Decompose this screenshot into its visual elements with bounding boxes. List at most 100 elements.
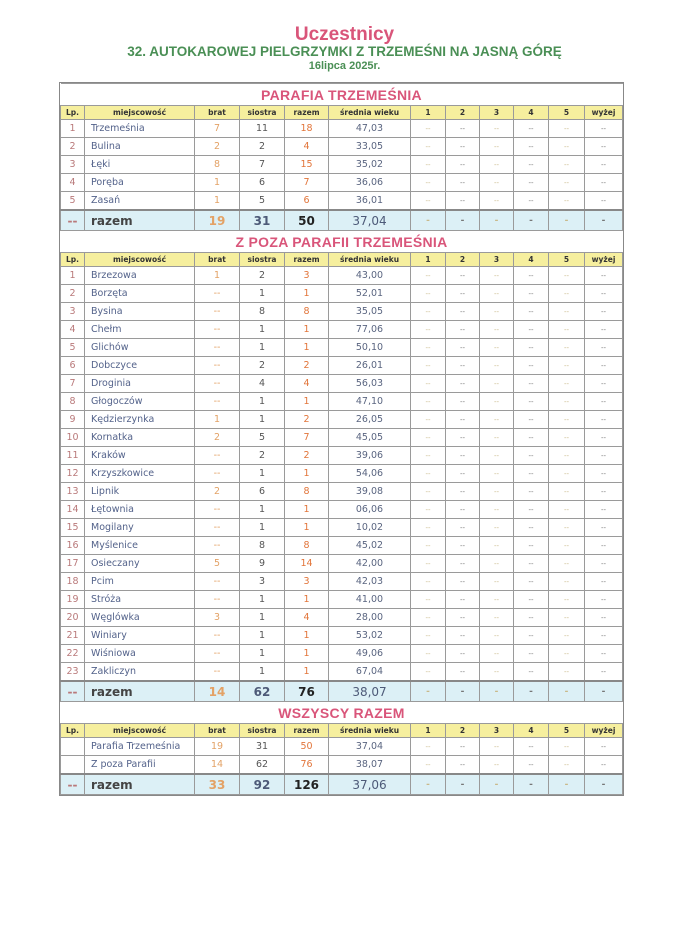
cell-avg: 47,03 [328,119,411,138]
cell-age-group: -- [479,482,514,501]
cell-avg: 53,02 [328,626,411,645]
cell-age-group: -- [584,320,623,339]
cell-age-group: -- [548,464,585,483]
table-row: 4 Chełm -- 1 1 77,06 -- -- -- -- -- -- [60,320,623,339]
column-header: średnia wieku [328,723,411,738]
cell-town: Brzezowa [84,266,195,285]
cell-town: Kornatka [84,428,195,447]
cell-age-group: -- [513,518,549,537]
cell-avg: 38,07 [328,755,411,775]
cell-lp: 9 [60,410,85,429]
cell-age-group: -- [548,554,585,573]
cell-age-group: -- [479,662,514,682]
cell-age-group: - [410,773,446,795]
cell-age-group: -- [513,464,549,483]
total-row: -- razem 14 62 76 38,07- - - - - - [60,680,623,702]
cell-brat: 8 [194,155,240,174]
cell-age-group: -- [445,191,480,211]
column-header: siostra [239,105,285,120]
cell-lp: 11 [60,446,85,465]
cell-age-group: -- [445,662,480,682]
column-header: 2 [445,105,480,120]
cell-age-group: -- [410,410,446,429]
cell-razem: 3 [284,572,329,591]
table-row: 9 Kędzierzynka 1 1 2 26,05 -- -- -- -- -- -- [60,410,623,429]
cell-razem: 50 [284,737,329,756]
cell-avg: 26,05 [328,410,411,429]
column-header: 5 [548,252,585,267]
cell-lp: 8 [60,392,85,411]
column-header-row: Lp. miejscowość brat siostra razem średnia wi… [60,252,623,267]
cell-brat: -- [194,464,240,483]
cell-age-group: -- [410,428,446,447]
cell-razem: 14 [284,554,329,573]
table-row: 3 Bysina -- 8 8 35,05 -- -- -- -- -- -- [60,302,623,321]
cell-town: Krzyszkowice [84,464,195,483]
cell-razem: 1 [284,500,329,519]
section-header-row: Z POZA PARAFII TRZEMEŚNIA [60,230,623,253]
cell-brat: -- [194,572,240,591]
cell-age-group: -- [479,173,514,192]
cell-age-group: -- [479,119,514,138]
cell-age-group: -- [445,644,480,663]
cell-brat: -- [194,302,240,321]
cell-lp: -- [60,773,85,795]
cell-lp: 20 [60,608,85,627]
cell-town: Poręba [84,173,195,192]
cell-age-group: -- [479,392,514,411]
cell-razem: 1 [284,464,329,483]
table-row: 4 Poręba 1 6 7 36,06 -- -- -- -- -- -- [60,173,623,192]
cell-age-group: -- [410,266,446,285]
column-header: brat [194,252,240,267]
cell-age-group: - [513,773,549,795]
cell-razem: 126 [284,773,329,795]
cell-town: Lipnik [84,482,195,501]
cell-avg: 35,05 [328,302,411,321]
cell-lp [60,737,85,756]
cell-avg: 77,06 [328,320,411,339]
cell-razem: 2 [284,446,329,465]
cell-age-group: -- [513,536,549,555]
cell-age-group: -- [513,572,549,591]
cell-brat: -- [194,644,240,663]
cell-razem: 1 [284,338,329,357]
cell-town: Kraków [84,446,195,465]
cell-age-group: -- [445,518,480,537]
section-header-row: PARAFIA TRZEMEŚNIA [60,83,623,106]
table-row: 15 Mogilany -- 1 1 10,02 -- -- -- -- -- -- [60,518,623,537]
column-header: Lp. [60,105,85,120]
cell-age-group: -- [479,266,514,285]
cell-age-group: -- [410,173,446,192]
cell-age-group: -- [445,155,480,174]
cell-town: razem [84,773,195,795]
cell-avg: 33,05 [328,137,411,156]
cell-age-group: -- [445,572,480,591]
cell-age-group: -- [584,338,623,357]
cell-age-group: -- [548,302,585,321]
cell-avg: 47,10 [328,392,411,411]
cell-avg: 52,01 [328,284,411,303]
cell-brat: 1 [194,173,240,192]
cell-razem: 1 [284,320,329,339]
cell-age-group: -- [445,137,480,156]
cell-age-group: -- [479,737,514,756]
cell-age-group: -- [410,464,446,483]
cell-town: razem [84,209,195,231]
cell-age-group: -- [445,446,480,465]
cell-age-group: -- [410,392,446,411]
cell-age-group: -- [445,173,480,192]
cell-brat: 1 [194,191,240,211]
cell-age-group: -- [584,500,623,519]
cell-age-group: -- [584,608,623,627]
cell-lp: 6 [60,356,85,375]
cell-age-group: - [479,209,514,231]
cell-age-group: -- [513,392,549,411]
cell-avg: 43,00 [328,266,411,285]
cell-siostra: 2 [239,266,285,285]
cell-razem: 15 [284,155,329,174]
cell-brat: 2 [194,428,240,447]
table-row: 22 Wiśniowa -- 1 1 49,06 -- -- -- -- -- -- [60,644,623,663]
column-header: wyżej [584,252,623,267]
cell-age-group: -- [584,173,623,192]
cell-age-group: -- [548,482,585,501]
